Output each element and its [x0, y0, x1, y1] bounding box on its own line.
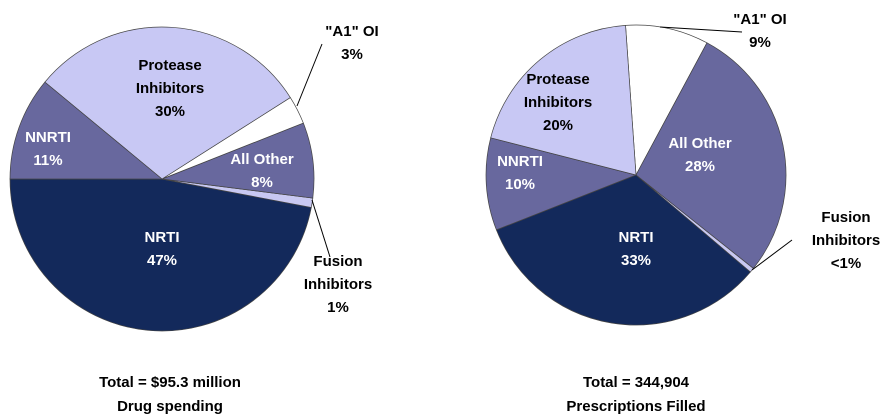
slice-label: Fusion Inhibitors — [811, 209, 881, 249]
slice-value-label: 1% — [327, 299, 349, 316]
pie-slice — [625, 24, 708, 177]
leader-line — [296, 43, 323, 107]
pie-slice — [485, 137, 638, 231]
pie-slice — [44, 26, 291, 180]
slice-label: All Other — [668, 135, 732, 152]
slice-value-label: 47% — [146, 252, 178, 269]
slice-label: "A1" OI — [733, 11, 787, 28]
slice-label: NRTI — [618, 229, 654, 246]
pie-slice — [635, 42, 787, 269]
pie-slice — [495, 174, 751, 326]
slice-label: NNRTI — [497, 153, 543, 170]
caption-label: Prescriptions Filled — [566, 398, 706, 415]
slice-label: "A1" OI — [325, 23, 379, 40]
leader-line — [751, 239, 793, 271]
leader-line — [311, 199, 331, 258]
slice-label: Protease Inhibitors — [135, 57, 205, 97]
total-label: Total = $95.3 million — [99, 374, 241, 391]
total-label: Total = 344,904 — [582, 374, 690, 391]
slice-value-label: 20% — [542, 117, 574, 134]
slice-label: Fusion Inhibitors — [303, 253, 373, 293]
slice-value-label: 28% — [684, 158, 716, 175]
slice-label: NNRTI — [25, 129, 71, 146]
slice-value-label: 3% — [341, 46, 363, 63]
leader-line — [659, 26, 743, 33]
slice-value-label: <1% — [830, 255, 862, 272]
slice-value-label: 10% — [504, 176, 536, 193]
pie-slice — [9, 178, 312, 332]
slice-value-label: 11% — [33, 152, 63, 169]
slice-value-label: 33% — [620, 252, 652, 269]
caption-label: Drug spending — [117, 398, 223, 415]
slice-value-label: 30% — [154, 103, 186, 120]
slice-value-label: 8% — [251, 174, 273, 191]
pie-slice — [490, 24, 637, 176]
slice-label: All Other — [230, 151, 294, 168]
slice-value-label: 9% — [749, 34, 771, 51]
slice-label: Protease Inhibitors — [523, 71, 593, 111]
pie-slice — [9, 81, 163, 180]
slice-label: NRTI — [144, 229, 180, 246]
